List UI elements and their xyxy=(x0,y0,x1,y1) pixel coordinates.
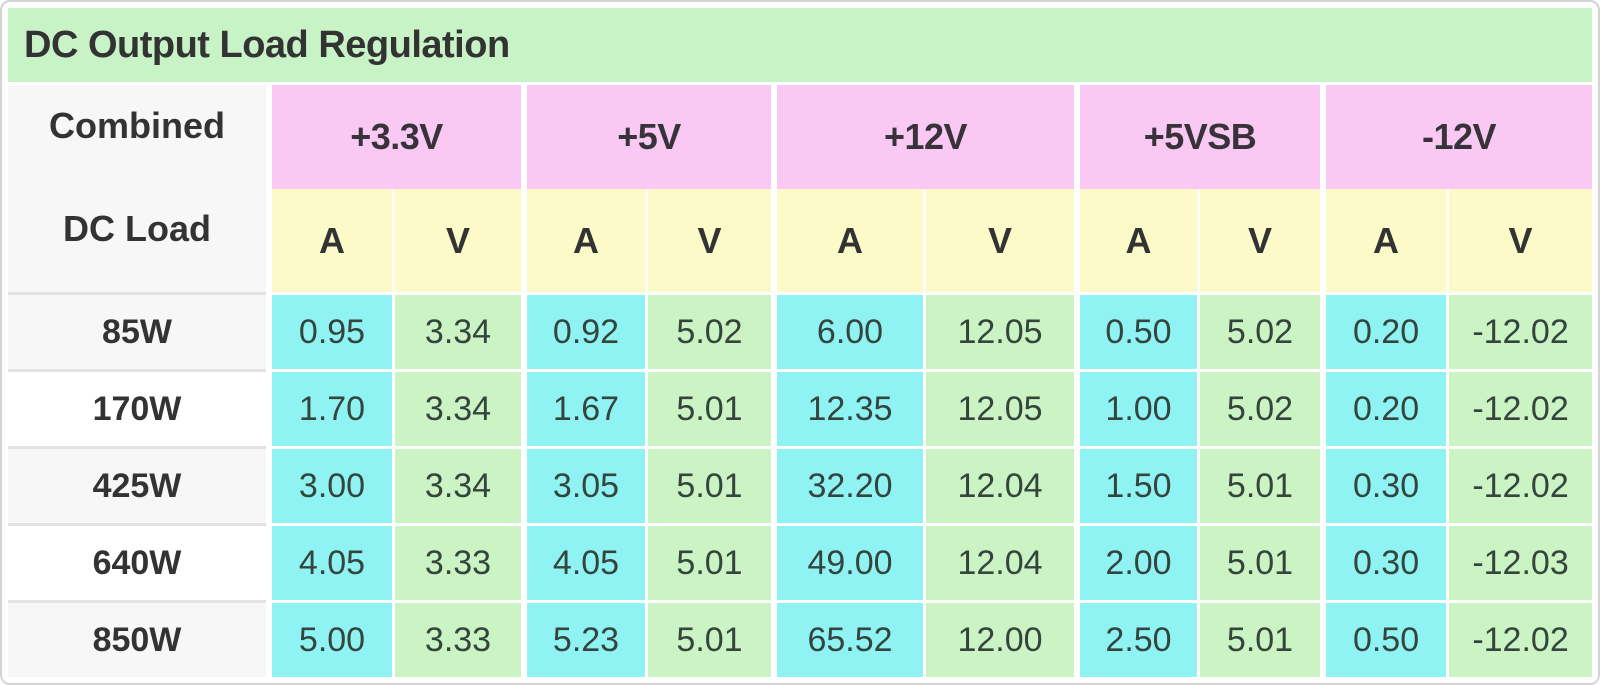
amps-value-cell: 1.67 xyxy=(521,369,645,446)
amps-value-cell: 3.05 xyxy=(521,446,645,523)
volts-value-cell: 5.01 xyxy=(645,446,771,523)
dc-load-label: DC Load xyxy=(63,207,211,249)
volts-value-cell: 12.04 xyxy=(923,446,1075,523)
table-row: 425W 3.00 3.34 3.05 5.01 32.20 12.04 1.50 5.01 0.… xyxy=(8,446,1593,523)
rail-header-12v: -12V xyxy=(1320,85,1593,189)
amps-value-cell: 12.35 xyxy=(771,369,923,446)
amps-value-cell: 0.20 xyxy=(1320,369,1447,446)
volts-column-header: V xyxy=(392,189,521,292)
rail-header-row: Combined DC Load +3.3V +5V +12V +5VSB -12V xyxy=(8,85,1593,292)
load-row-label: 425W xyxy=(8,446,266,523)
amps-value-cell: 0.20 xyxy=(1320,292,1447,369)
table-row: 850W 5.00 3.33 5.23 5.01 65.52 12.00 2.50 5.01 0.… xyxy=(8,600,1593,677)
volts-value-cell: 5.01 xyxy=(645,523,771,600)
rail-header-5v: +5V xyxy=(521,85,771,189)
volts-column-header: V xyxy=(1446,189,1593,292)
amps-value-cell: 1.00 xyxy=(1074,369,1198,446)
volts-value-cell: 5.01 xyxy=(1197,600,1321,677)
volts-value-cell: 3.33 xyxy=(392,523,521,600)
amps-column-header: A xyxy=(521,189,645,292)
volts-value-cell: 3.34 xyxy=(392,446,521,523)
volts-value-cell: -12.02 xyxy=(1446,292,1593,369)
table-row: 170W 1.70 3.34 1.67 5.01 12.35 12.05 1.00 5.02 0.… xyxy=(8,369,1593,446)
amps-value-cell: 5.23 xyxy=(521,600,645,677)
load-row-label: 850W xyxy=(8,600,266,677)
amps-value-cell: 0.92 xyxy=(521,292,645,369)
rail-header-33v: +3.3V xyxy=(266,85,521,189)
amps-value-cell: 0.95 xyxy=(266,292,392,369)
corner-header-cell: Combined DC Load xyxy=(8,85,266,292)
amps-value-cell: 49.00 xyxy=(771,523,923,600)
amps-column-header: A xyxy=(771,189,923,292)
amps-value-cell: 1.70 xyxy=(266,369,392,446)
volts-value-cell: 5.01 xyxy=(645,369,771,446)
load-regulation-table: Combined DC Load +3.3V +5V +12V +5VSB -12V A… xyxy=(8,85,1593,677)
table-row: 85W 0.95 3.34 0.92 5.02 6.00 12.05 0.50 5.02 0.20… xyxy=(8,292,1593,369)
amps-value-cell: 0.30 xyxy=(1320,523,1447,600)
volts-value-cell: 12.04 xyxy=(923,523,1075,600)
amps-column-header: A xyxy=(1074,189,1198,292)
volts-value-cell: 5.01 xyxy=(1197,446,1321,523)
amps-value-cell: 0.50 xyxy=(1074,292,1198,369)
volts-value-cell: -12.02 xyxy=(1446,446,1593,523)
volts-value-cell: -12.03 xyxy=(1446,523,1593,600)
volts-column-header: V xyxy=(1197,189,1321,292)
volts-column-header: V xyxy=(645,189,771,292)
volts-value-cell: -12.02 xyxy=(1446,600,1593,677)
amps-value-cell: 4.05 xyxy=(521,523,645,600)
volts-value-cell: 3.34 xyxy=(392,369,521,446)
volts-value-cell: 12.05 xyxy=(923,369,1075,446)
volts-value-cell: 3.33 xyxy=(392,600,521,677)
amps-value-cell: 3.00 xyxy=(266,446,392,523)
amps-value-cell: 32.20 xyxy=(771,446,923,523)
volts-value-cell: 3.34 xyxy=(392,292,521,369)
load-row-label: 170W xyxy=(8,369,266,446)
volts-value-cell: 5.01 xyxy=(645,600,771,677)
volts-value-cell: -12.02 xyxy=(1446,369,1593,446)
amps-value-cell: 0.30 xyxy=(1320,446,1447,523)
load-row-label: 85W xyxy=(8,292,266,369)
amps-column-header: A xyxy=(1320,189,1447,292)
rail-header-12v: +12V xyxy=(771,85,1075,189)
amps-value-cell: 0.50 xyxy=(1320,600,1447,677)
load-regulation-body: 85W 0.95 3.34 0.92 5.02 6.00 12.05 0.50 5.02 0.20… xyxy=(8,292,1593,677)
table-row: 640W 4.05 3.33 4.05 5.01 49.00 12.04 2.00 5.01 0.… xyxy=(8,523,1593,600)
amps-value-cell: 2.50 xyxy=(1074,600,1198,677)
volts-value-cell: 5.02 xyxy=(645,292,771,369)
volts-value-cell: 12.00 xyxy=(923,600,1075,677)
table-title: DC Output Load Regulation xyxy=(8,8,1592,82)
volts-value-cell: 12.05 xyxy=(923,292,1075,369)
amps-value-cell: 4.05 xyxy=(266,523,392,600)
volts-value-cell: 5.01 xyxy=(1197,523,1321,600)
volts-value-cell: 5.02 xyxy=(1197,292,1321,369)
amps-column-header: A xyxy=(266,189,392,292)
volts-value-cell: 5.02 xyxy=(1197,369,1321,446)
load-row-label: 640W xyxy=(8,523,266,600)
amps-value-cell: 6.00 xyxy=(771,292,923,369)
amps-value-cell: 65.52 xyxy=(771,600,923,677)
combined-label: Combined xyxy=(49,104,225,146)
volts-column-header: V xyxy=(923,189,1075,292)
amps-value-cell: 2.00 xyxy=(1074,523,1198,600)
amps-value-cell: 1.50 xyxy=(1074,446,1198,523)
amps-value-cell: 5.00 xyxy=(266,600,392,677)
rail-header-5vsb: +5VSB xyxy=(1074,85,1321,189)
